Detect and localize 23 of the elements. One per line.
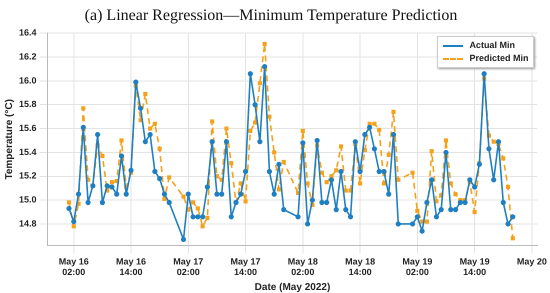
- y-tick-label: 15.8: [18, 99, 37, 110]
- x-tick-label: May 19 14:00: [460, 256, 490, 278]
- y-tick-label: 15.0: [18, 194, 37, 205]
- x-axis-title: Date (May 2022): [254, 282, 330, 293]
- y-tick-label: 15.2: [18, 170, 37, 181]
- x-tick-label: May 16 14:00: [116, 256, 146, 278]
- x-tick-label: May 19 02:00: [402, 256, 432, 278]
- legend-label: Actual Min: [469, 39, 515, 52]
- x-tick-label: May 18 02:00: [288, 256, 318, 278]
- legend-label: Predicted Min: [469, 52, 528, 66]
- y-tick-label: 15.6: [18, 123, 37, 134]
- x-tick-label: May 20: [516, 256, 547, 266]
- y-tick-label: 14.8: [18, 218, 37, 228]
- y-tick-label: 16.4: [18, 28, 37, 38]
- x-tick-label: May 16 02:00: [58, 256, 89, 278]
- y-axis-title: Temperature (°C): [4, 99, 15, 180]
- y-tick-label: 16.2: [18, 52, 37, 62]
- x-tick-label: May 17 02:00: [173, 256, 204, 278]
- x-tick-label: May 18 14:00: [345, 256, 376, 278]
- y-tick-label: 16.0: [18, 75, 37, 86]
- y-tick-label: 15.4: [18, 146, 37, 157]
- x-tick-label: May 17 14:00: [230, 256, 261, 278]
- chart-title: (a) Linear Regression—Minimum Temperature Prediction: [84, 6, 458, 24]
